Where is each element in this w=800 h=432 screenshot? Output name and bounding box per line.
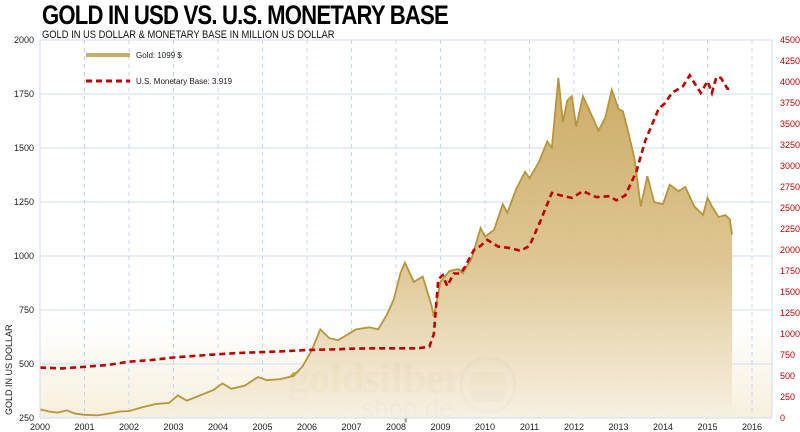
y2-tick-label: 4000 [780,77,800,87]
y2-tick-label: 3750 [780,98,800,108]
x-tick-label: 2002 [119,422,139,432]
y2-tick-label: 4500 [780,35,800,45]
y2-tick-label: 1500 [780,287,800,297]
x-tick-label: 2011 [520,422,539,432]
gold-area [40,77,732,419]
y-tick-label: 2000 [14,35,34,45]
y2-tick-label: 2250 [780,224,800,234]
x-tick-label: 2006 [297,422,317,432]
x-tick-label: 2014 [653,422,673,432]
y2-tick-label: 3000 [780,161,800,171]
x-tick-label: 2003 [163,422,183,432]
y-tick-label: 1250 [14,197,34,207]
x-tick-label: 2013 [608,422,628,432]
x-tick-label: 2005 [252,422,272,432]
y-axis-label: GOLD IN US DOLLAR [4,324,14,415]
chart-title: GOLD IN USD VS. U.S. MONETARY BASE [42,0,449,30]
monetary-base-line [39,72,733,370]
chart-subtitle: GOLD IN US DOLLAR & MONETARY BASE IN MIL… [42,29,335,41]
gold-line [39,77,733,417]
y-tick-label: 250 [19,413,34,423]
x-tick-label: 2000 [30,422,50,432]
legend: Gold: 1099 $ U.S. Monetary Base: 3.919 [86,51,233,86]
y2-tick-label: 1250 [780,308,800,318]
legend-gold-label: Gold: 1099 $ [136,51,182,60]
x-tick-label: 2007 [341,422,361,432]
y-tick-label: 1750 [14,89,34,99]
y-tick-label: 750 [19,305,34,315]
x-tick-label: 2010 [475,422,495,432]
x-tick-label: 2015 [697,422,717,432]
y2-tick-label: 2000 [780,245,800,255]
x-tick-label: 2012 [564,422,584,432]
x-tick-label: 2016 [742,422,762,432]
x-tick-label: 2008 [386,422,406,432]
y2-tick-label: 3250 [780,140,800,150]
y2-tick-label: 750 [780,350,795,360]
y-tick-label: 500 [19,359,34,369]
x-tick-label: 2001 [74,422,94,432]
y2-tick-label: 4250 [780,56,800,66]
x-tick-label: 2004 [208,422,228,432]
y2-tick-label: 500 [780,371,795,381]
y2-tick-label: 250 [780,392,795,402]
y-tick-label: 1000 [14,251,34,261]
y2-tick-label: 0 [780,413,785,423]
y-tick-label: 1500 [14,143,34,153]
y2-tick-label: 2500 [780,203,800,213]
y2-tick-label: 1750 [780,266,800,276]
x-tick-label: 2009 [430,422,450,432]
legend-base-label: U.S. Monetary Base: 3.919 [136,77,233,86]
y2-tick-label: 2750 [780,182,800,192]
y2-tick-label: 1000 [780,329,800,339]
y2-tick-label: 3500 [780,119,800,129]
